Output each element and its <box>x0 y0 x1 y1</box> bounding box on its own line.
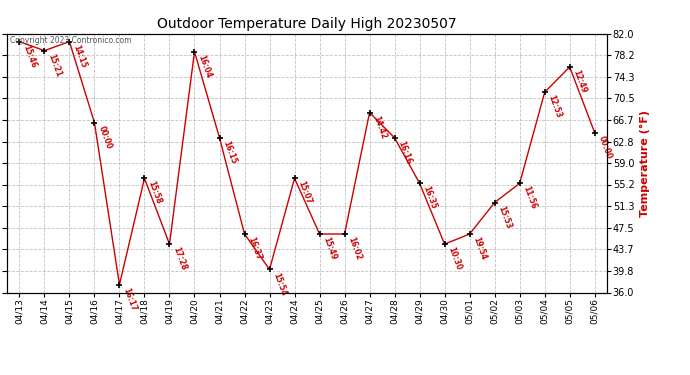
Y-axis label: Temperature (°F): Temperature (°F) <box>640 110 650 217</box>
Text: 17:28: 17:28 <box>172 246 188 272</box>
Text: 10:30: 10:30 <box>446 246 463 272</box>
Text: 12:53: 12:53 <box>546 94 563 120</box>
Text: 19:54: 19:54 <box>472 236 489 261</box>
Text: 15:07: 15:07 <box>297 180 313 206</box>
Text: 15:46: 15:46 <box>21 44 38 69</box>
Text: 14:42: 14:42 <box>372 114 388 140</box>
Text: 16:37: 16:37 <box>246 236 264 261</box>
Text: 00:00: 00:00 <box>597 134 613 160</box>
Text: 15:58: 15:58 <box>146 180 163 206</box>
Text: 15:53: 15:53 <box>497 204 513 230</box>
Text: 16:17: 16:17 <box>121 286 138 312</box>
Text: 12:49: 12:49 <box>572 69 589 94</box>
Text: 16:15: 16:15 <box>221 140 238 165</box>
Text: 00:00: 00:00 <box>97 124 113 150</box>
Text: 14:15: 14:15 <box>72 44 88 69</box>
Text: Copyright 2023 Contronico.com: Copyright 2023 Contronico.com <box>10 36 131 45</box>
Text: 15:49: 15:49 <box>322 236 338 261</box>
Title: Outdoor Temperature Daily High 20230507: Outdoor Temperature Daily High 20230507 <box>157 17 457 31</box>
Text: 16:35: 16:35 <box>422 185 438 211</box>
Text: 16:04: 16:04 <box>197 54 213 79</box>
Text: 11:56: 11:56 <box>522 185 538 211</box>
Text: 16:02: 16:02 <box>346 236 363 261</box>
Text: 15:21: 15:21 <box>46 53 63 78</box>
Text: 15:54: 15:54 <box>272 271 288 297</box>
Text: 16:16: 16:16 <box>397 140 413 165</box>
